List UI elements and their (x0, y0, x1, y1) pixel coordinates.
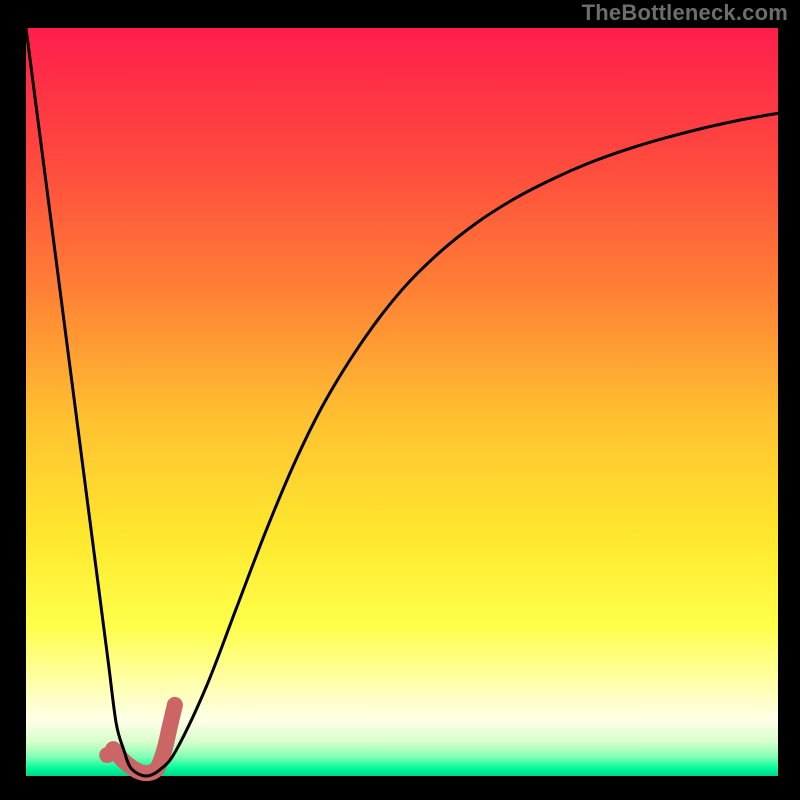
chart-svg (0, 0, 800, 800)
watermark-text: TheBottleneck.com (582, 0, 788, 26)
marker-dot (99, 747, 115, 763)
plot-background (26, 28, 778, 776)
chart-container: TheBottleneck.com (0, 0, 800, 800)
